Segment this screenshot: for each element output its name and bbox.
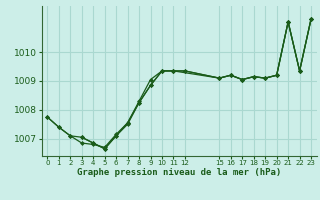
X-axis label: Graphe pression niveau de la mer (hPa): Graphe pression niveau de la mer (hPa) [77, 168, 281, 177]
